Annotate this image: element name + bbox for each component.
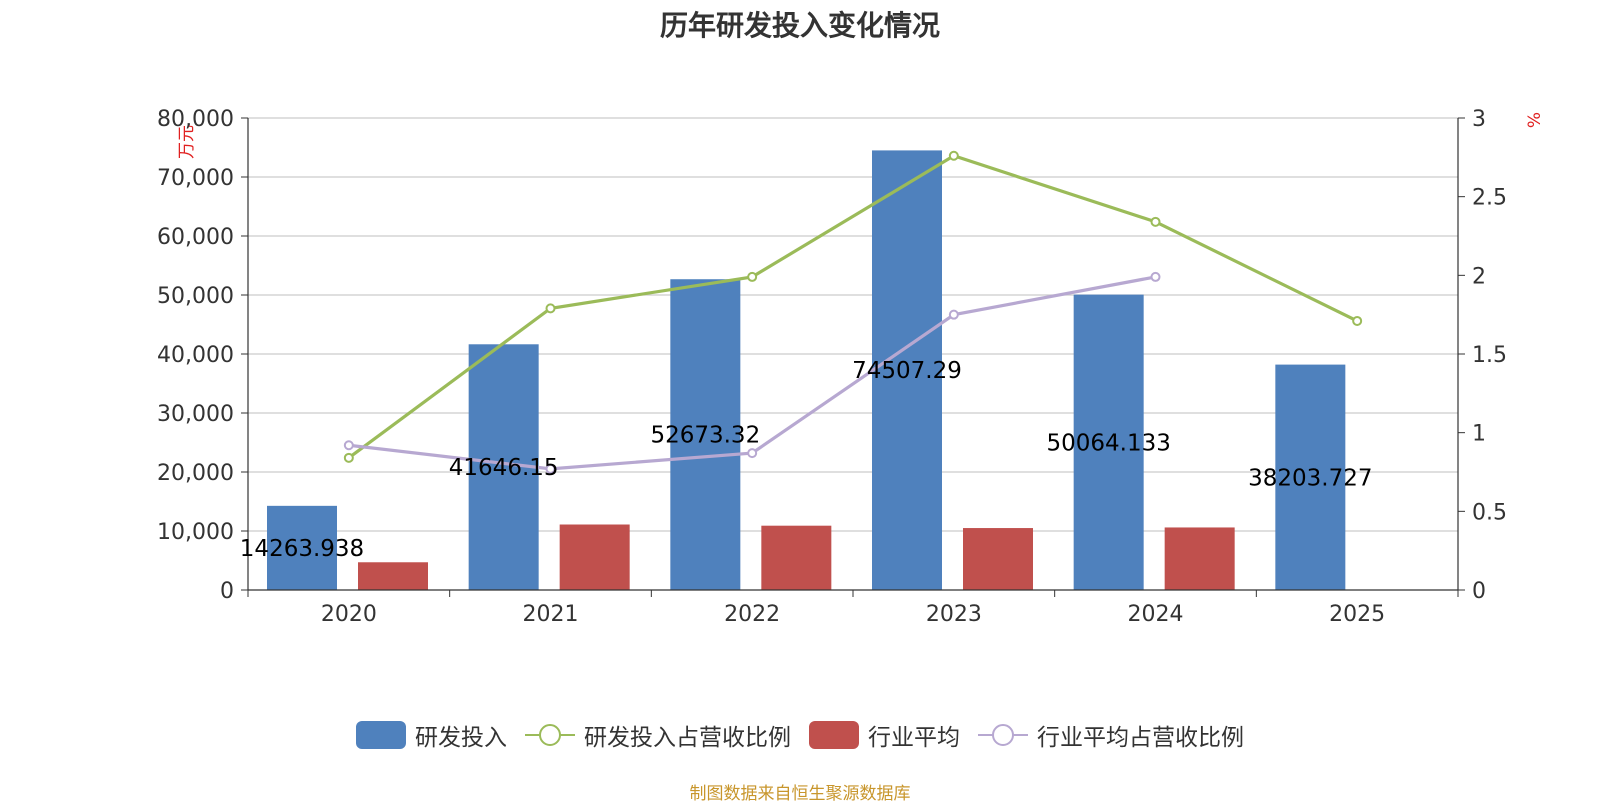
bar-industry bbox=[358, 562, 428, 590]
gridlines bbox=[248, 117, 1458, 532]
legend-label-rd-ratio: 研发投入占营收比例 bbox=[584, 725, 791, 751]
point-rd-ratio bbox=[948, 150, 959, 161]
data-label-rd: 50064.133 bbox=[1046, 430, 1170, 456]
y-right-tick-label: 2.5 bbox=[1472, 186, 1507, 211]
bar-industry bbox=[1164, 527, 1235, 590]
bar-industry bbox=[559, 524, 630, 590]
y-left-tick-label: 70,000 bbox=[157, 166, 234, 191]
x-tick-label: 2024 bbox=[1128, 602, 1184, 627]
y-left-unit: 万元 bbox=[177, 125, 197, 159]
point-rd-ratio bbox=[1150, 216, 1161, 227]
y-right-tick-label: 0 bbox=[1472, 579, 1486, 604]
y-right-tick-label: 3 bbox=[1472, 107, 1486, 132]
line-rd-ratio bbox=[347, 154, 1358, 460]
legend-label-industry: 行业平均 bbox=[868, 725, 960, 751]
bar-industry bbox=[963, 528, 1033, 590]
lines bbox=[343, 150, 1363, 474]
point-rd-ratio bbox=[343, 452, 354, 463]
y-right-tick-label: 2 bbox=[1472, 264, 1486, 289]
y-left-tick-label: 80,000 bbox=[157, 107, 234, 132]
y-left-tick-label: 40,000 bbox=[157, 343, 234, 368]
legend-item-rd[interactable]: 研发投入 bbox=[356, 718, 507, 752]
point-rd-ratio bbox=[1352, 315, 1363, 326]
bar-rd bbox=[872, 150, 942, 590]
point-industry-ratio bbox=[545, 463, 556, 474]
bar-rd bbox=[670, 279, 741, 590]
x-tick-label: 2020 bbox=[321, 602, 377, 627]
legend-swatch-industry bbox=[809, 721, 859, 749]
legend-item-rd-ratio[interactable]: 研发投入占营收比例 bbox=[525, 718, 791, 752]
point-industry-ratio bbox=[948, 309, 959, 320]
source-note: 制图数据来自恒生聚源数据库 bbox=[689, 784, 911, 804]
y-left-tick-label: 60,000 bbox=[157, 225, 234, 250]
y-right-tick-label: 1 bbox=[1472, 422, 1486, 447]
legend-item-industry-ratio[interactable]: 行业平均占营收比例 bbox=[978, 718, 1244, 752]
y-left-tick-label: 20,000 bbox=[157, 461, 234, 486]
y-right-unit: % bbox=[1525, 112, 1545, 128]
data-label-rd: 38203.727 bbox=[1248, 465, 1372, 491]
point-rd-ratio bbox=[545, 303, 556, 314]
chart-title: 历年研发投入变化情况 bbox=[659, 9, 940, 42]
point-industry-ratio bbox=[343, 440, 354, 451]
axes: 0 10,000 20,000 30,000 40,000 50,000 60,000 70,… bbox=[157, 107, 1545, 627]
point-industry-ratio bbox=[747, 448, 758, 459]
y-left-tick-label: 10,000 bbox=[157, 520, 234, 545]
x-tick-label: 2021 bbox=[523, 602, 579, 627]
y-left-tick-label: 0 bbox=[220, 579, 234, 604]
point-rd-ratio bbox=[747, 271, 758, 282]
y-right-tick-label: 1.5 bbox=[1472, 343, 1507, 368]
bar-rd bbox=[267, 505, 337, 590]
y-left-tick-label: 50,000 bbox=[157, 284, 234, 309]
y-right-tick-label: 0.5 bbox=[1472, 500, 1507, 525]
bar-industry bbox=[761, 525, 832, 590]
legend: 研发投入 研发投入占营收比例 行业平均 行业平均占营收比例 bbox=[0, 718, 1600, 752]
legend-item-industry[interactable]: 行业平均 bbox=[809, 718, 960, 752]
bars bbox=[267, 150, 1346, 590]
data-labels: 14263.938 41646.15 52673.32 74507.29 50064.1… bbox=[240, 358, 1373, 562]
legend-swatch-industry-ratio bbox=[978, 724, 1028, 746]
point-industry-ratio bbox=[1150, 271, 1161, 282]
y-left-tick-label: 30,000 bbox=[157, 402, 234, 427]
bar-rd bbox=[1073, 294, 1144, 590]
x-tick-label: 2025 bbox=[1329, 602, 1385, 627]
legend-label-rd: 研发投入 bbox=[415, 725, 507, 751]
x-tick-label: 2022 bbox=[724, 602, 780, 627]
legend-swatch-rd bbox=[356, 721, 406, 749]
legend-label-industry-ratio: 行业平均占营收比例 bbox=[1037, 725, 1244, 751]
data-label-rd: 14263.938 bbox=[240, 536, 364, 562]
data-label-rd: 74507.29 bbox=[852, 358, 962, 384]
data-label-rd: 41646.15 bbox=[449, 455, 559, 481]
legend-swatch-rd-ratio bbox=[525, 724, 575, 746]
bar-rd bbox=[1275, 364, 1346, 590]
data-label-rd: 52673.32 bbox=[650, 423, 760, 449]
x-tick-label: 2023 bbox=[926, 602, 982, 627]
